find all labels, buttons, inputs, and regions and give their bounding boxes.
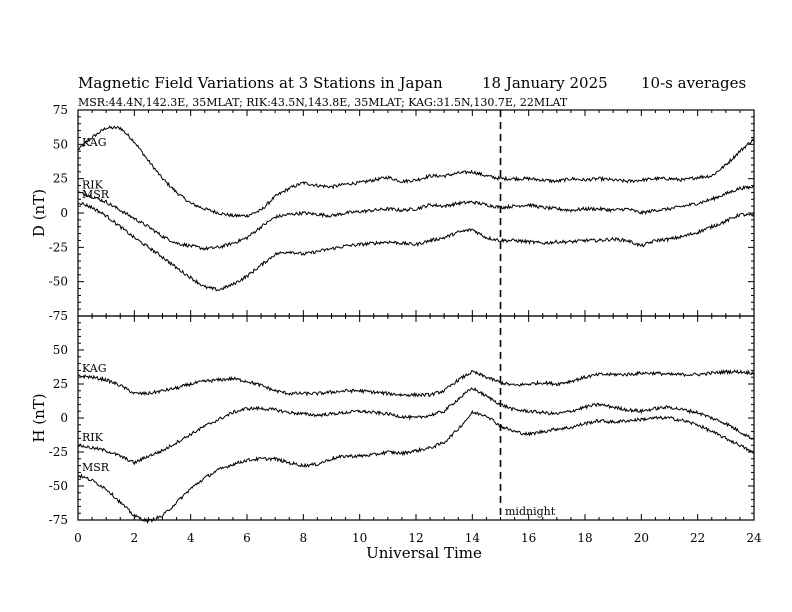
panel-frame <box>77 109 755 317</box>
y-axis-label: D (nT) <box>30 189 48 237</box>
x-axis: 0 2 4 6 8 10 12 14 16 18 20 22 24 <box>74 531 762 545</box>
chart-title: Magnetic Field Variations at 3 Stations … <box>78 74 443 92</box>
x-tick-label: 0 <box>74 531 82 545</box>
series-label-kag: KAG <box>82 136 107 149</box>
x-tick-label: 24 <box>746 531 762 545</box>
y-tick-label: 25 <box>53 377 68 391</box>
series-line-rik <box>78 386 755 466</box>
series-line-kag <box>77 368 755 398</box>
y-tick-label: -25 <box>49 240 68 254</box>
x-tick-label: 6 <box>243 531 251 545</box>
series-line-rik <box>77 184 755 251</box>
chart-averaging: 10-s averages <box>641 74 746 92</box>
x-tick-label: 16 <box>521 531 536 545</box>
y-tick-label: -75 <box>49 309 68 323</box>
x-tick-label: 4 <box>187 531 195 545</box>
y-tick-label: -75 <box>49 513 68 527</box>
y-tick-label: 0 <box>60 411 68 425</box>
chart-subtitle: MSR:44.4N,142.3E, 35MLAT; RIK:43.5N,143.… <box>78 96 568 109</box>
series-label-rik: RIK <box>82 178 104 191</box>
x-axis-label: Universal Time <box>366 544 482 562</box>
y-tick-label: -50 <box>49 479 68 493</box>
x-tick-label: 18 <box>577 531 592 545</box>
y-axis-label: H (nT) <box>30 393 48 442</box>
series-line-msr <box>77 201 755 292</box>
y-tick-label: 25 <box>53 172 68 186</box>
y-tick-label: -50 <box>49 275 68 289</box>
x-tick-label: 8 <box>300 531 308 545</box>
series-label-msr: MSR <box>82 461 110 474</box>
x-tick-label: 10 <box>352 531 367 545</box>
y-tick-label: 50 <box>53 343 68 357</box>
x-tick-label: 14 <box>465 531 481 545</box>
series-line-kag <box>77 125 755 218</box>
series-label-rik: RIK <box>82 431 104 444</box>
series-line-msr <box>77 409 755 524</box>
x-tick-label: 22 <box>690 531 705 545</box>
y-tick-label: 75 <box>53 103 68 117</box>
panel-h: 50 25 0 -25 -50 -75 H (nT) KAG RIK MSR <box>30 315 755 527</box>
x-tick-label: 12 <box>408 531 423 545</box>
x-tick-label: 20 <box>634 531 649 545</box>
x-tick-label: 2 <box>131 531 139 545</box>
chart-date: 18 January 2025 <box>482 74 608 92</box>
y-tick-label: -25 <box>49 445 68 459</box>
midnight-annotation: midnight <box>505 505 556 518</box>
series-label-msr: MSR <box>82 188 110 201</box>
series-label-kag: KAG <box>82 362 107 375</box>
chart-header: Magnetic Field Variations at 3 Stations … <box>78 74 746 109</box>
y-tick-label: 50 <box>53 137 68 151</box>
y-tick-label: 0 <box>60 206 68 220</box>
